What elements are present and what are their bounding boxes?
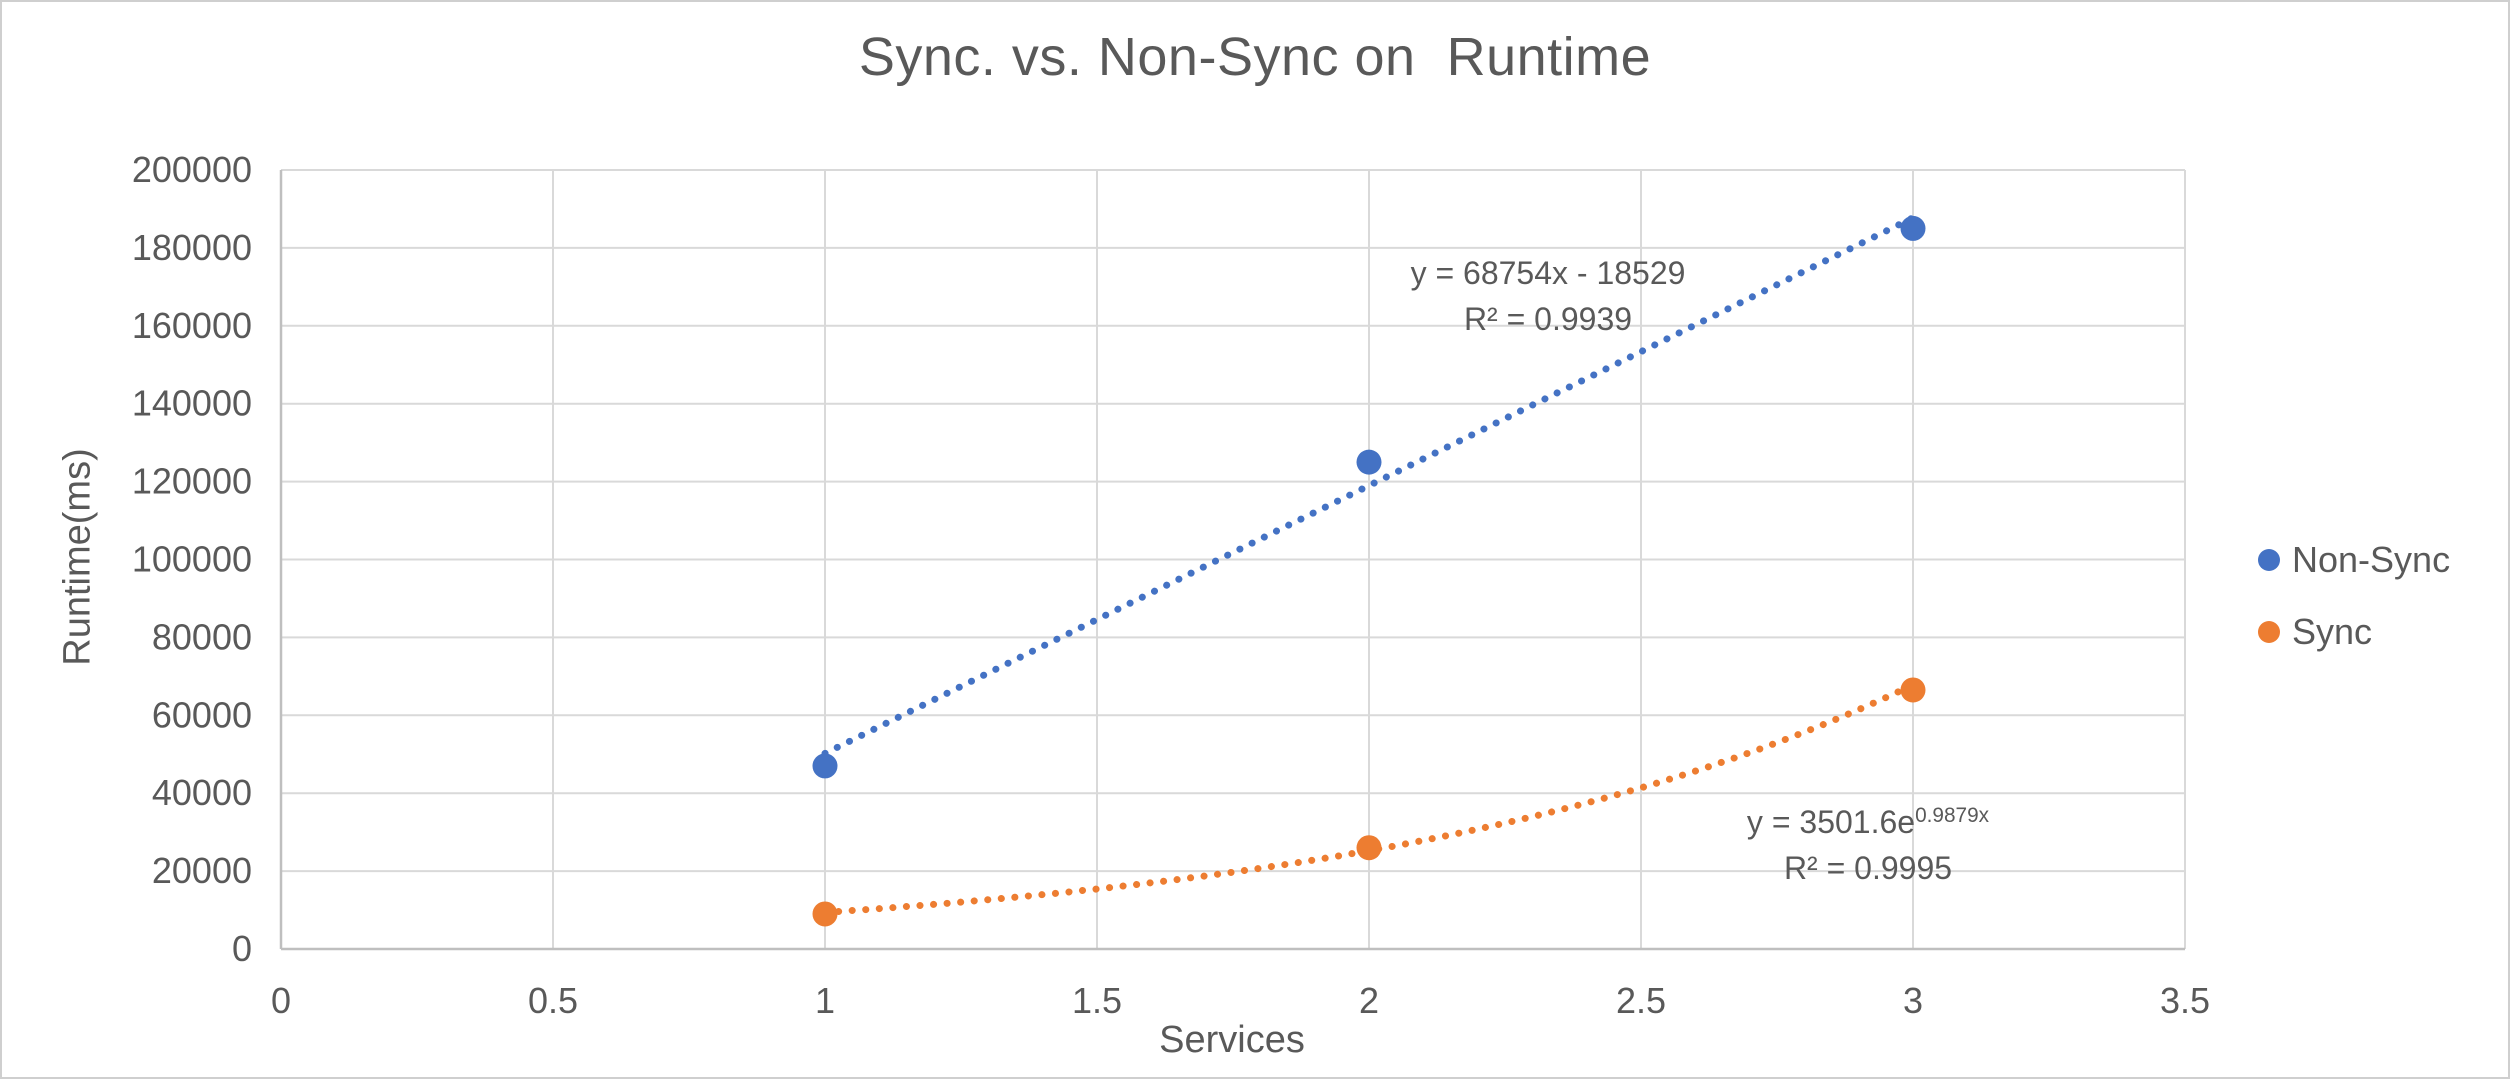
- equation-line: y = 68754x - 18529: [1410, 255, 1686, 291]
- x-tick-label: 1: [815, 980, 835, 1021]
- y-tick-label: 200000: [132, 149, 252, 190]
- legend-marker-icon: [2258, 621, 2280, 643]
- data-point-non-sync[interactable]: [812, 753, 838, 779]
- x-tick-label: 0.5: [528, 980, 578, 1021]
- trendline-equation-sync[interactable]: y = 3501.6e0.9879x R² = 0.9995: [1568, 799, 2168, 891]
- x-tick-label: 2: [1359, 980, 1379, 1021]
- x-tick-label: 1.5: [1072, 980, 1122, 1021]
- r-squared-line: R² = 0.9939: [1463, 301, 1633, 337]
- y-tick-label: 140000: [132, 383, 252, 424]
- x-tick-label: 3.5: [2160, 980, 2210, 1021]
- data-point-non-sync[interactable]: [1900, 215, 1926, 241]
- data-point-sync[interactable]: [812, 901, 838, 927]
- y-tick-label: 40000: [152, 772, 252, 813]
- x-axis-title: Services: [1159, 1019, 1305, 1061]
- y-tick-label: 80000: [152, 616, 252, 657]
- equation-exponent: 0.9879x: [1915, 803, 1990, 827]
- legend-label: Non-Sync: [2292, 539, 2451, 580]
- legend-marker-icon: [2258, 549, 2280, 571]
- data-point-sync[interactable]: [1900, 677, 1926, 703]
- legend-item-sync[interactable]: Sync: [2258, 610, 2450, 654]
- y-tick-label: 160000: [132, 305, 252, 346]
- trendline-sync[interactable]: [821, 681, 1917, 916]
- x-tick-label: 3: [1903, 980, 1923, 1021]
- y-tick-label: 20000: [152, 850, 252, 891]
- data-point-sync[interactable]: [1356, 835, 1382, 861]
- legend: Non-Sync Sync: [2258, 538, 2450, 654]
- legend-label: Sync: [2292, 611, 2373, 652]
- x-tick-label: 0: [271, 980, 291, 1021]
- data-point-non-sync[interactable]: [1356, 449, 1382, 475]
- y-tick-label: 100000: [132, 539, 252, 580]
- y-tick-label: 0: [232, 928, 252, 969]
- y-tick-label: 60000: [152, 694, 252, 735]
- legend-item-non-sync[interactable]: Non-Sync: [2258, 538, 2450, 582]
- chart-title[interactable]: Sync. vs. Non-Sync on Runtime: [858, 27, 1652, 87]
- y-axis-title: Runtime(ms): [56, 448, 99, 666]
- trendline-non-sync[interactable]: [821, 214, 1917, 757]
- r-squared-line: R² = 0.9995: [1783, 850, 1953, 886]
- equation-line: y = 3501.6e0.9879x: [1746, 803, 1990, 840]
- x-tick-label: 2.5: [1616, 980, 1666, 1021]
- y-tick-label: 180000: [132, 227, 252, 268]
- trendline-equation-non-sync[interactable]: y = 68754x - 18529 R² = 0.9939: [1248, 250, 1848, 342]
- y-tick-label: 120000: [132, 461, 252, 502]
